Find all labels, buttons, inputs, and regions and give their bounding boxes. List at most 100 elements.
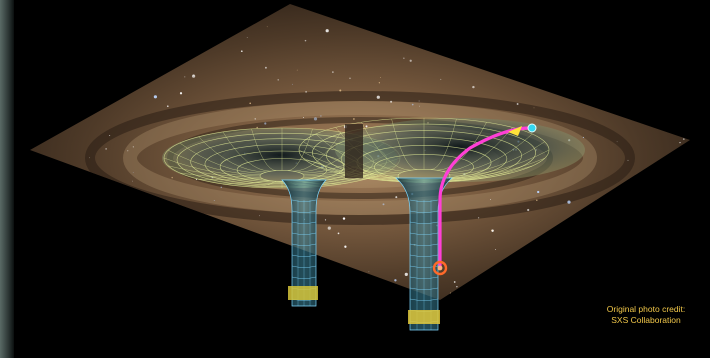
star [30, 136, 31, 138]
star [355, 11, 358, 14]
star [337, 232, 340, 235]
star [349, 268, 351, 270]
star [597, 224, 599, 226]
star [472, 85, 475, 89]
star [220, 186, 223, 189]
star [658, 122, 661, 125]
star [325, 29, 329, 33]
star [536, 199, 538, 202]
star [240, 274, 242, 276]
star [222, 298, 226, 300]
star [585, 85, 589, 89]
star [167, 105, 169, 107]
star [69, 222, 71, 225]
star [453, 281, 456, 283]
star [209, 241, 211, 244]
star [652, 30, 653, 31]
star [179, 92, 183, 95]
left-edge-strip [0, 0, 14, 358]
star [70, 190, 73, 192]
star [661, 113, 663, 116]
star [171, 176, 173, 179]
star [562, 221, 566, 225]
star [674, 244, 676, 246]
star [117, 38, 120, 41]
star [593, 4, 595, 6]
star [489, 9, 490, 11]
star [463, 26, 465, 28]
star [256, 126, 259, 129]
star [485, 42, 488, 45]
star [382, 203, 385, 206]
star [527, 208, 530, 212]
star [52, 118, 55, 120]
star [477, 217, 480, 219]
star [192, 74, 196, 78]
star [597, 242, 598, 244]
star [132, 180, 133, 182]
star [121, 51, 123, 54]
star [130, 201, 132, 203]
direction-arrow [508, 126, 522, 136]
star [610, 214, 612, 216]
star [199, 35, 202, 38]
star [395, 196, 398, 199]
star [421, 15, 424, 18]
star [117, 217, 120, 220]
star [246, 37, 248, 38]
star [84, 240, 87, 243]
star [650, 48, 652, 50]
star [553, 268, 554, 270]
star [127, 150, 129, 152]
star [567, 200, 571, 204]
star [296, 69, 298, 71]
star [98, 207, 100, 208]
photo-credit: Original photo credit: SXS Collaboration [584, 304, 708, 326]
star [403, 57, 405, 59]
photo-credit-line2: SXS Collaboration [611, 315, 681, 325]
star [368, 271, 370, 273]
star [533, 107, 535, 109]
star [292, 83, 294, 85]
star [93, 219, 96, 222]
star [94, 233, 97, 236]
star [313, 117, 318, 121]
star [553, 84, 555, 86]
star [213, 200, 215, 201]
star [71, 108, 73, 110]
right-tube-band [408, 310, 440, 324]
star [419, 105, 420, 107]
star [87, 93, 90, 96]
star [660, 5, 663, 7]
star [86, 44, 89, 48]
star [327, 226, 331, 230]
star [380, 77, 381, 78]
star [629, 226, 631, 228]
star [643, 117, 644, 118]
star [326, 259, 328, 261]
star [105, 148, 107, 150]
star [324, 219, 327, 221]
left-wormhole-tube [281, 179, 327, 307]
star [461, 60, 464, 63]
star [411, 103, 414, 106]
star [409, 59, 412, 62]
star [105, 68, 107, 70]
star [519, 67, 522, 70]
star [81, 277, 84, 280]
star [683, 280, 686, 282]
star [376, 95, 380, 99]
star [616, 141, 618, 143]
star [229, 264, 232, 267]
star [193, 47, 196, 49]
star [264, 122, 267, 125]
star [244, 20, 246, 22]
star [30, 96, 33, 99]
star [682, 191, 685, 193]
star [124, 205, 125, 207]
star [153, 95, 157, 99]
star [374, 291, 376, 293]
star [193, 74, 195, 76]
star [132, 146, 134, 148]
star [342, 217, 346, 220]
